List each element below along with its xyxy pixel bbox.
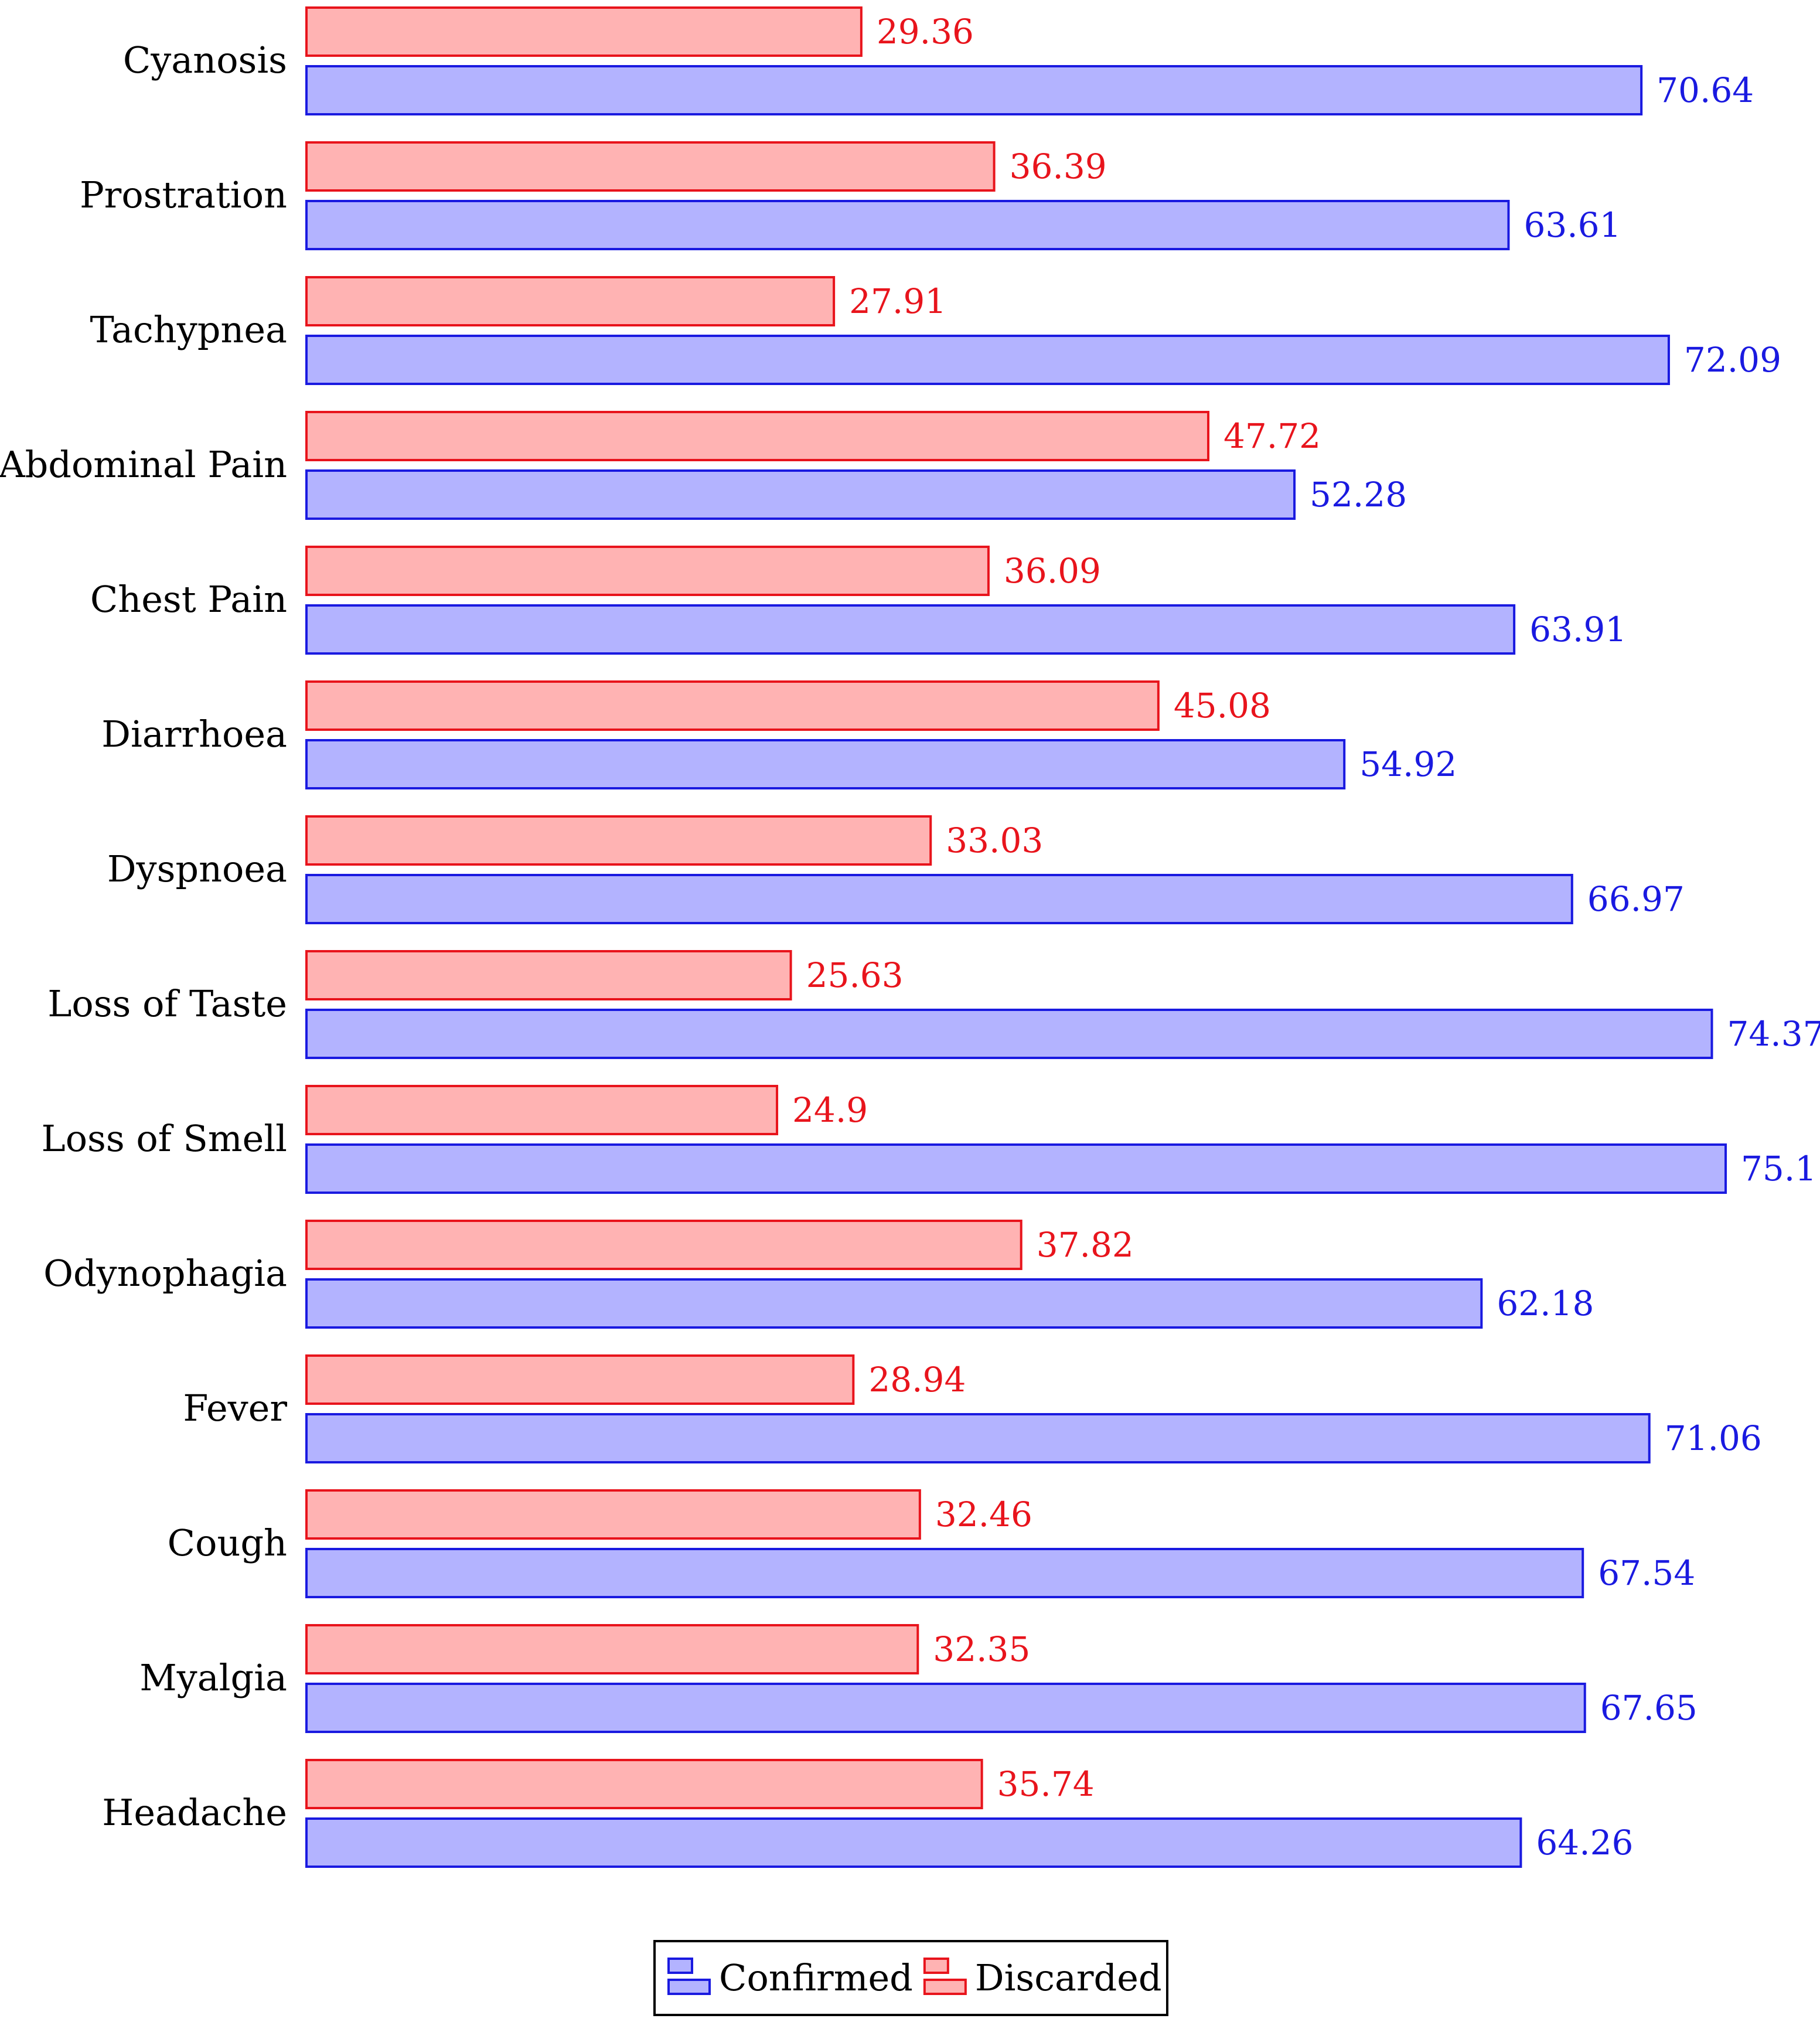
bar-discarded <box>305 1759 983 1809</box>
bar-confirmed <box>305 1143 1727 1194</box>
bar-group: Myalgia 32.35 67.65 <box>139 1624 1698 1733</box>
value-label-confirmed: 52.28 <box>1310 475 1407 515</box>
bar-group: Headache 35.74 64.26 <box>102 1759 1633 1868</box>
bar-confirmed <box>305 1548 1584 1598</box>
bar-group: Prostration 36.39 63.61 <box>80 141 1621 250</box>
plot-area: Cyanosis 29.36 70.64 Prostration 36.39 63.61 T… <box>0 6 1820 1868</box>
value-label-discarded: 33.03 <box>946 821 1043 860</box>
value-label-confirmed: 62.18 <box>1497 1284 1594 1323</box>
bar-confirmed <box>305 1413 1651 1463</box>
value-label-confirmed: 72.09 <box>1684 340 1781 380</box>
bar-discarded <box>305 1085 779 1135</box>
bar-group: Tachypnea 27.91 72.09 <box>90 276 1781 385</box>
value-label-discarded: 32.35 <box>933 1629 1030 1669</box>
legend-box <box>653 1940 1168 2016</box>
bar-group: Loss of Taste 25.63 74.37 <box>47 950 1820 1059</box>
category-label: Tachypnea <box>90 308 287 351</box>
bar-confirmed <box>305 1817 1522 1868</box>
bar-group: Loss of Smell 24.9 75.1 <box>42 1085 1816 1194</box>
legend-item: Discarded <box>923 1956 1162 1999</box>
bar-group: Cough 32.46 67.54 <box>168 1489 1695 1598</box>
value-label-discarded: 45.08 <box>1174 686 1271 726</box>
legend-item: Confirmed <box>667 1956 913 1999</box>
category-label: Abdominal Pain <box>0 443 287 486</box>
category-label: Chest Pain <box>90 578 287 621</box>
legend-swatch <box>923 1958 949 1974</box>
value-label-discarded: 27.91 <box>849 281 946 321</box>
category-label: Dyspnoea <box>107 847 287 890</box>
category-label: Loss of Taste <box>47 982 287 1025</box>
legend-label: Confirmed <box>719 1956 913 1999</box>
value-label-discarded: 25.63 <box>806 955 904 995</box>
bar-discarded <box>305 1354 855 1405</box>
bar-discarded <box>305 680 1160 731</box>
category-label: Loss of Smell <box>42 1117 287 1160</box>
value-label-discarded: 35.74 <box>997 1764 1095 1804</box>
legend-swatch <box>667 1958 693 1974</box>
category-label: Headache <box>102 1791 287 1834</box>
bar-discarded <box>305 815 932 866</box>
bar-group: Fever 28.94 71.06 <box>183 1354 1762 1463</box>
value-label-discarded: 37.82 <box>1037 1225 1134 1265</box>
value-label-confirmed: 67.65 <box>1600 1688 1698 1728</box>
category-label: Odynophagia <box>43 1252 287 1295</box>
value-label-discarded: 36.39 <box>1010 147 1107 186</box>
legend-label: Discarded <box>975 1956 1162 1999</box>
value-label-discarded: 36.09 <box>1004 551 1101 591</box>
bar-confirmed <box>305 1278 1483 1329</box>
bar-discarded <box>305 6 863 57</box>
value-label-confirmed: 74.37 <box>1727 1014 1820 1054</box>
bar-group: Cyanosis 29.36 70.64 <box>123 6 1754 115</box>
bar-group: Diarrhoea 45.08 54.92 <box>101 680 1457 789</box>
value-label-confirmed: 71.06 <box>1665 1418 1762 1458</box>
value-label-confirmed: 67.54 <box>1598 1553 1695 1593</box>
value-label-confirmed: 63.91 <box>1529 610 1627 649</box>
bar-discarded <box>305 1489 921 1540</box>
bar-confirmed <box>305 874 1573 924</box>
category-label: Myalgia <box>139 1656 287 1699</box>
value-label-confirmed: 64.26 <box>1536 1823 1633 1863</box>
value-label-discarded: 47.72 <box>1223 416 1321 456</box>
category-label: Fever <box>183 1387 287 1429</box>
bar-confirmed <box>305 1683 1586 1733</box>
value-label-confirmed: 66.97 <box>1587 879 1685 919</box>
bar-group: Odynophagia 37.82 62.18 <box>43 1220 1594 1329</box>
bar-discarded <box>305 411 1209 461</box>
bar-discarded <box>305 546 990 596</box>
category-label: Prostration <box>80 173 287 216</box>
value-label-discarded: 29.36 <box>877 12 974 52</box>
legend: Confirmed Discarded <box>653 1940 1168 2016</box>
bar-discarded <box>305 950 792 1000</box>
bar-group: Dyspnoea 33.03 66.97 <box>107 815 1685 924</box>
bar-confirmed <box>305 65 1643 115</box>
category-label: Cough <box>168 1521 287 1564</box>
value-label-discarded: 32.46 <box>935 1495 1032 1534</box>
bar-confirmed <box>305 200 1510 250</box>
category-label: Cyanosis <box>123 39 287 81</box>
value-label-confirmed: 63.61 <box>1524 205 1621 245</box>
value-label-discarded: 28.94 <box>868 1360 966 1400</box>
bar-confirmed <box>305 1009 1713 1059</box>
value-label-confirmed: 54.92 <box>1359 744 1457 784</box>
bar-confirmed <box>305 469 1296 520</box>
value-label-confirmed: 75.1 <box>1741 1149 1816 1189</box>
bar-discarded <box>305 276 836 326</box>
legend-swatch <box>923 1979 967 1995</box>
bar-confirmed <box>305 604 1516 655</box>
category-label: Diarrhoea <box>101 713 287 755</box>
bar-discarded <box>305 1220 1023 1270</box>
bar-group: Chest Pain 36.09 63.91 <box>90 546 1627 655</box>
value-label-confirmed: 70.64 <box>1657 70 1754 110</box>
bar-confirmed <box>305 335 1670 385</box>
bar-discarded <box>305 141 996 192</box>
value-label-discarded: 24.9 <box>792 1090 868 1130</box>
bar-discarded <box>305 1624 919 1674</box>
legend-swatch <box>667 1979 711 1995</box>
bar-confirmed <box>305 739 1346 789</box>
bar-group: Abdominal Pain 47.72 52.28 <box>0 411 1407 520</box>
